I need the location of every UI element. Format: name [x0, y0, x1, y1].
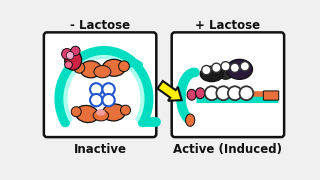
- Circle shape: [102, 94, 115, 106]
- Ellipse shape: [71, 46, 80, 55]
- Text: Inactive: Inactive: [74, 143, 127, 156]
- Ellipse shape: [187, 89, 196, 100]
- Circle shape: [240, 62, 250, 71]
- Ellipse shape: [74, 62, 85, 73]
- Ellipse shape: [121, 105, 131, 115]
- FancyBboxPatch shape: [172, 32, 284, 137]
- Circle shape: [205, 86, 219, 100]
- Ellipse shape: [76, 105, 99, 123]
- Ellipse shape: [61, 49, 72, 59]
- FancyBboxPatch shape: [44, 32, 156, 137]
- Circle shape: [90, 83, 102, 96]
- FancyBboxPatch shape: [263, 91, 279, 100]
- Text: + Lactose: + Lactose: [195, 19, 260, 32]
- Ellipse shape: [200, 66, 223, 82]
- Ellipse shape: [93, 110, 108, 121]
- Circle shape: [228, 86, 242, 100]
- Ellipse shape: [196, 88, 205, 99]
- Ellipse shape: [71, 107, 81, 117]
- Ellipse shape: [94, 66, 111, 78]
- Text: Active (Induced): Active (Induced): [173, 143, 283, 156]
- Circle shape: [230, 63, 239, 72]
- Circle shape: [212, 63, 221, 72]
- Ellipse shape: [186, 114, 195, 126]
- Circle shape: [90, 94, 102, 106]
- Ellipse shape: [102, 104, 125, 121]
- Ellipse shape: [65, 50, 82, 70]
- Ellipse shape: [219, 69, 233, 79]
- Circle shape: [216, 86, 230, 100]
- Ellipse shape: [80, 61, 102, 78]
- Ellipse shape: [119, 61, 129, 72]
- Circle shape: [221, 62, 230, 71]
- Circle shape: [239, 86, 253, 100]
- Circle shape: [202, 66, 211, 75]
- Text: - Lactose: - Lactose: [70, 19, 130, 32]
- Ellipse shape: [65, 61, 72, 69]
- FancyArrow shape: [157, 81, 182, 101]
- Ellipse shape: [96, 109, 106, 116]
- Circle shape: [66, 52, 74, 59]
- Circle shape: [102, 83, 115, 96]
- Ellipse shape: [226, 59, 252, 79]
- Ellipse shape: [102, 59, 125, 76]
